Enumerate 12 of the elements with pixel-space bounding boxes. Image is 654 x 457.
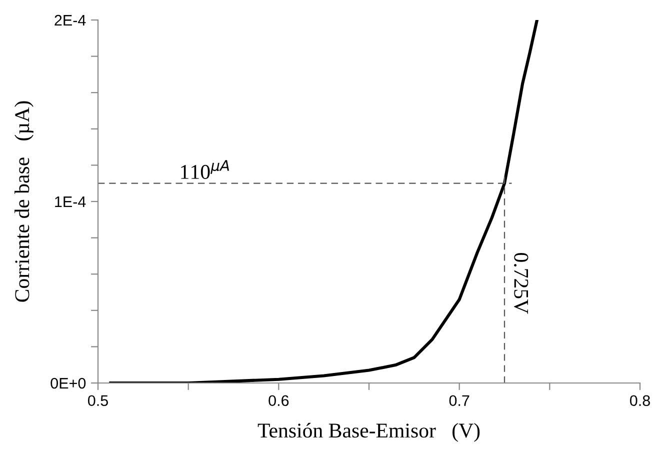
y-tick-label: 2E-4 [54, 14, 86, 26]
ref-line-label: 110$^{µA}$ [181, 160, 229, 179]
x-axis-title: Tensión Base-Emisor (V) [258, 422, 480, 442]
x-tick-label: 0.6 [268, 395, 289, 406]
x-tick-label: 0.7 [449, 395, 470, 406]
y-tick-label: 0E+0 [50, 378, 86, 389]
line-series [109, 20, 539, 383]
x-tick-label: 0.5 [88, 395, 108, 406]
y-tick-label: 1E-4 [55, 196, 86, 208]
x-tick-label: 0.8 [630, 395, 650, 406]
ref-line-label: 0.725V [514, 253, 528, 314]
y-axis-title: Corriente de base (µA) [14, 101, 34, 302]
